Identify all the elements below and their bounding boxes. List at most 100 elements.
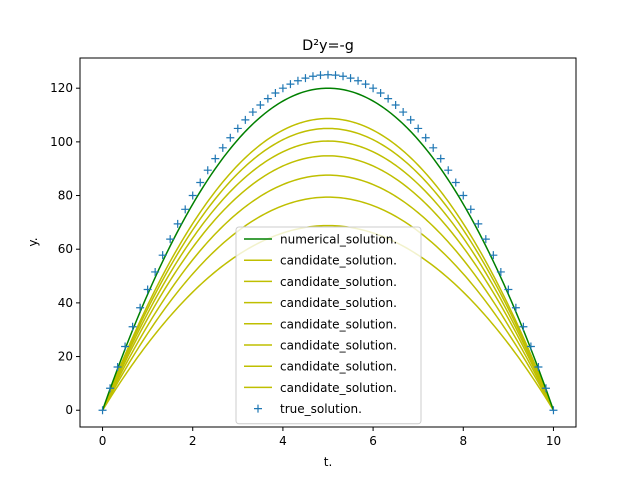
legend-label: candidate_solution. [280,317,397,331]
true-solution-point [166,235,175,244]
true-solution-point [541,384,550,393]
x-tick-label-4: 8 [459,434,467,448]
true-solution-point [459,191,468,200]
y-tick-label-5: 100 [50,135,73,149]
true-solution-point [414,124,423,133]
candidate-solution-line-5 [101,196,555,411]
true-solution-point [256,100,265,109]
y-tick-label-0: 0 [65,403,73,417]
legend-label: numerical_solution. [280,233,397,247]
true-solution-point [421,133,430,142]
y-axis-title: y. [26,237,40,246]
true-solution-point [218,143,227,152]
true-solution-point [188,191,197,200]
candidate-solution-line-2 [101,140,555,411]
true-solution-point [136,303,145,312]
true-solution-point [293,76,302,85]
y-tick-label-3: 60 [58,242,73,256]
legend-item-0: numerical_solution. [244,233,397,247]
true-solution-point [504,285,513,294]
legend-label: candidate_solution. [280,275,397,289]
true-solution-point [436,154,445,163]
true-solution-point [406,115,415,124]
true-solution-point [339,72,348,81]
true-solution-point [361,80,370,89]
true-solution-point [519,322,528,331]
true-solution-point [121,342,130,351]
candidate-solution-line-3 [101,155,555,411]
true-solution-point [474,219,483,228]
true-solution-point [451,178,460,187]
true-solution-point [151,267,160,276]
legend-label: true_solution. [280,402,362,416]
plot-area [98,70,558,415]
x-axis: 0 2 4 6 8 10 [99,427,561,448]
true-solution-point [98,406,107,415]
true-solution-point [173,219,182,228]
true-solution-point [481,235,490,244]
true-solution-point [466,205,475,214]
true-solution-point [399,108,408,117]
true-solution-point [444,166,453,175]
true-solution-point [158,251,167,260]
numerical-solution-line [101,87,555,411]
true-solution-point [331,71,340,80]
legend-label: candidate_solution. [280,360,397,374]
true-solution-point [248,108,257,117]
legend-item-5: candidate_solution. [244,339,397,353]
true-solution-point [376,89,385,98]
candidate-solution-line-0 [101,117,555,411]
x-tick-label-0: 0 [99,434,107,448]
candidate-solution-line-6 [101,224,555,411]
true-solution-point [489,251,498,260]
y-axis: 0 20 40 60 80 100 120 [50,81,80,417]
candidate-solution-line-1 [101,127,555,411]
candidate-solution-line-4 [101,174,555,411]
legend-item-8: true_solution. [254,402,362,416]
true-solution-point [196,178,205,187]
true-solution-point [384,94,393,103]
y-tick-label-1: 20 [58,350,73,364]
true-solution-point [308,72,317,81]
y-tick-label-6: 120 [50,81,73,95]
legend-item-2: candidate_solution. [244,275,397,289]
legend-item-3: candidate_solution. [244,296,397,310]
true-solution-point [369,84,378,93]
true-solution-point [106,384,115,393]
true-solution-point [181,205,190,214]
legend: numerical_solution.candidate_solution.ca… [235,226,422,425]
y-tick-label-4: 80 [58,189,73,203]
true-solution-point [143,285,152,294]
true-solution-point [113,362,122,371]
true-solution-point [263,94,272,103]
true-solution-point [211,154,220,163]
true-solution-markers [98,70,558,415]
chart-title: D²y=-g [302,38,354,54]
legend-label: candidate_solution. [280,381,397,395]
true-solution-point [241,115,250,124]
true-solution-point [233,124,242,133]
axes-frame [79,57,577,428]
true-solution-point [301,74,310,83]
legend-label: candidate_solution. [280,339,397,353]
true-solution-point [324,70,332,79]
true-solution-point [549,406,558,415]
true-solution-point [128,322,137,331]
x-tick-label-2: 4 [279,434,287,448]
true-solution-point [511,303,520,312]
legend-item-1: candidate_solution. [244,254,397,268]
legend-item-6: candidate_solution. [244,360,397,374]
true-solution-point [278,84,287,93]
true-solution-point [526,342,535,351]
x-tick-label-3: 6 [369,434,377,448]
legend-item-7: candidate_solution. [244,381,397,395]
true-solution-point [391,100,400,109]
true-solution-point [271,89,280,98]
true-solution-point [346,74,355,83]
true-solution-point [203,166,212,175]
legend-swatch [254,404,262,413]
true-solution-point [286,80,295,89]
true-solution-point [316,71,325,80]
x-axis-title: t. [324,455,333,469]
